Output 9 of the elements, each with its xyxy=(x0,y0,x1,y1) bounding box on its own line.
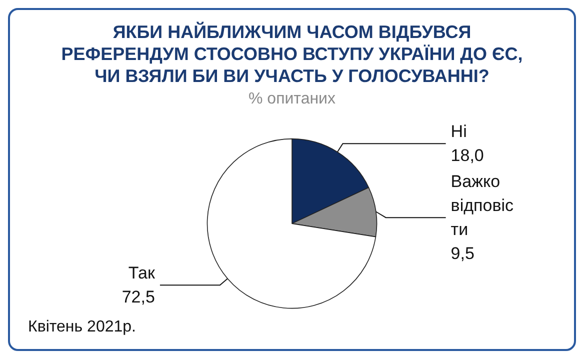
slice-label: Ні xyxy=(450,122,467,142)
data-label: 72,5 xyxy=(122,288,155,307)
data-label: 9,5 xyxy=(450,244,474,264)
chart-subtitle: % опитаних xyxy=(248,90,336,108)
chart-title: ЯКБИ НАЙБЛИЖЧИМ ЧАСОМ ВІДБУВСЯ РЕФЕРЕНДУМ СТОСОВНО ВСТУПУ УКРАЇНИ ДО ЄС, ЧИ ВЗЯЛИ БИ ВИ УЧАСТЬ У ГОЛОСУВАННІ? xyxy=(61,21,523,86)
slice-label: Так xyxy=(128,264,156,283)
text: Квітень 2021р. xyxy=(28,318,136,336)
slice-label: Важко відповісти xyxy=(450,172,514,240)
data-label: 18,0 xyxy=(450,146,484,166)
